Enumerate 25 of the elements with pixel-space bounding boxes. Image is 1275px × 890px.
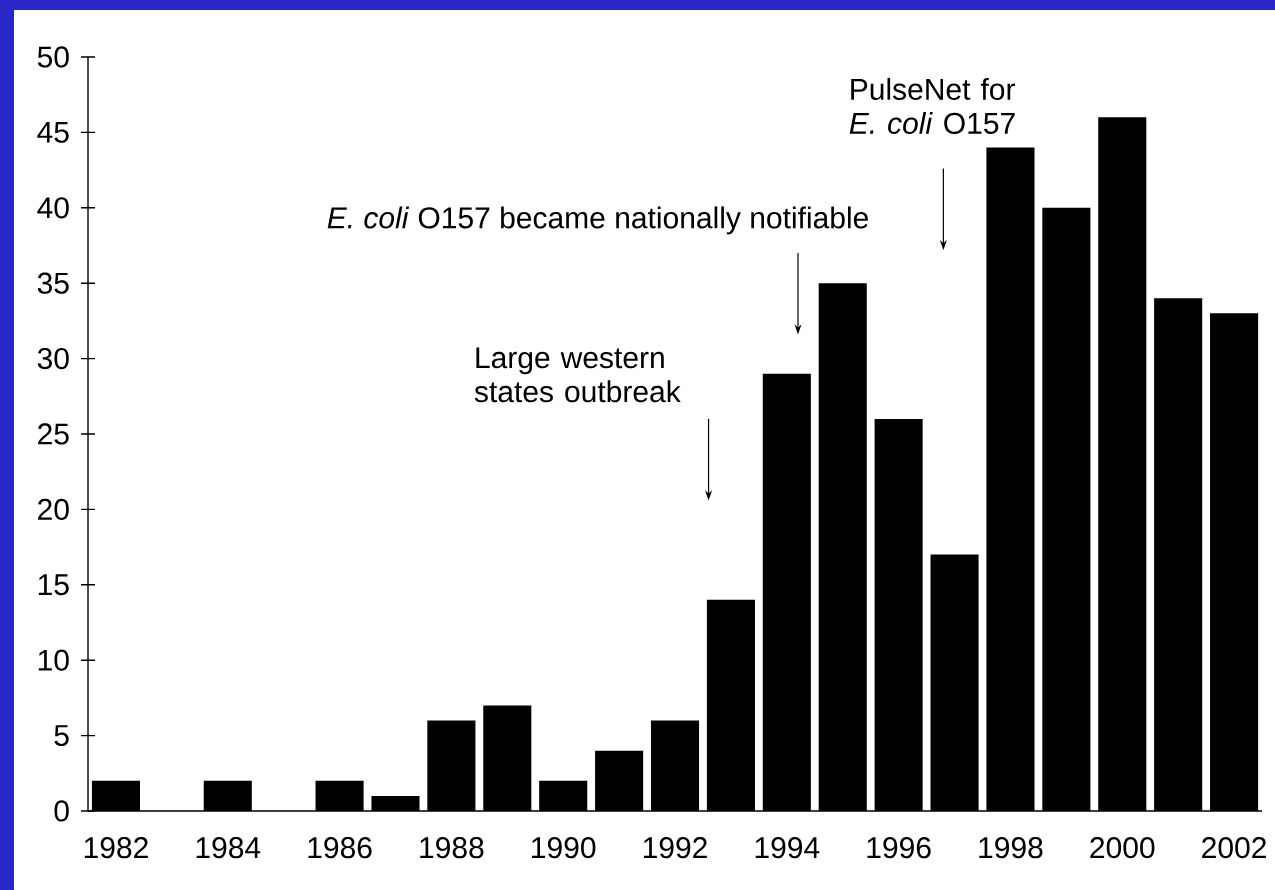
- y-tick-label: 5: [54, 725, 69, 747]
- x-tick-label: 1996: [867, 837, 931, 859]
- y-tick-label: 40: [37, 197, 69, 219]
- y-tick-label: 10: [38, 649, 69, 671]
- y-tick-label: 0: [54, 800, 69, 822]
- annotation: E. coli O157 became nationally notifiable: [327, 206, 868, 235]
- x-tick-label: 1998: [979, 837, 1043, 859]
- y-tick-label: 15: [38, 574, 69, 596]
- x-tick-label: 1992: [643, 837, 707, 859]
- y-tick-label: 50: [37, 46, 69, 68]
- x-tick-label: 1994: [755, 837, 820, 859]
- annotation: Large western states outbreak: [474, 347, 681, 403]
- x-tick-label: 1986: [308, 837, 372, 859]
- y-tick-label: 45: [37, 121, 69, 143]
- y-tick-label: 35: [37, 272, 69, 294]
- annotation: PulseNet for E. coli O157: [849, 77, 1015, 134]
- x-tick-label: 1988: [420, 837, 484, 859]
- x-tick-label: 1982: [84, 837, 148, 859]
- x-tick-label: 2000: [1090, 837, 1155, 859]
- y-tick-label: 30: [37, 347, 69, 370]
- x-tick-label: 1984: [196, 837, 261, 859]
- y-tick-label: 20: [38, 498, 69, 520]
- y-tick-label: 25: [38, 423, 69, 445]
- x-tick-label: 1990: [532, 837, 596, 859]
- x-tick-label: 2002: [1202, 837, 1266, 859]
